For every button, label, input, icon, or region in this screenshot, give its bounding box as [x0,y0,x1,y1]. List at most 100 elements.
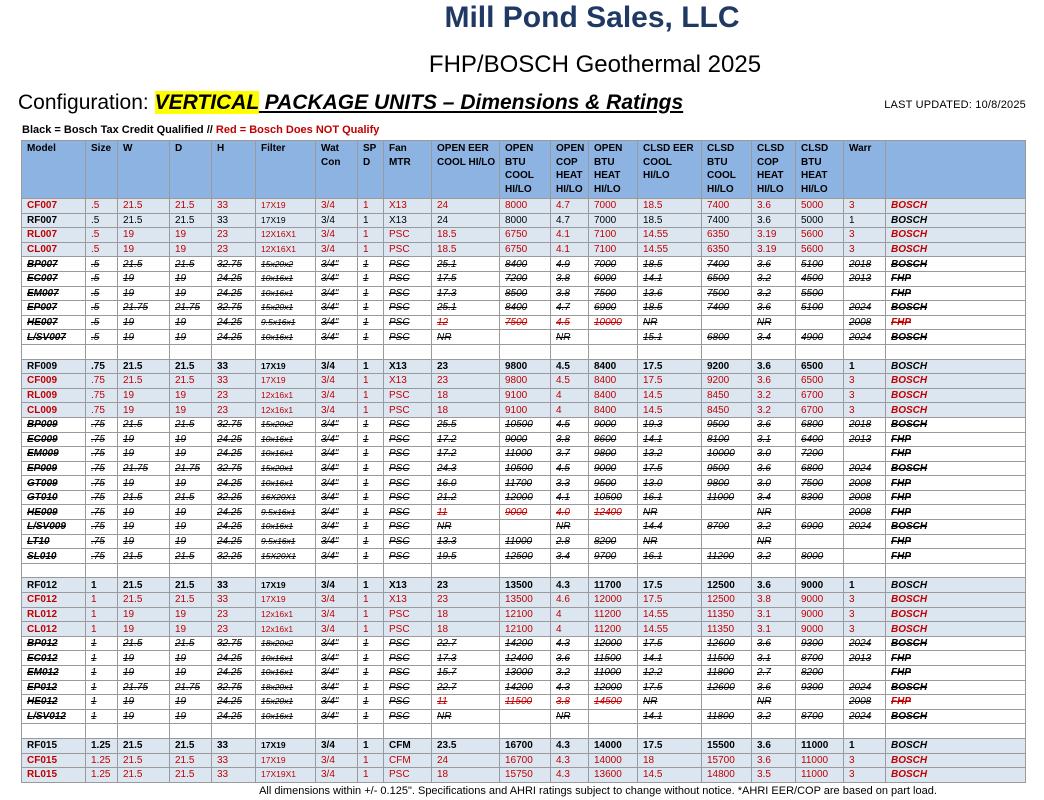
table-cell: 1 [357,460,384,477]
table-cell: 18.5 [637,300,702,316]
table-cell: 19 [169,387,212,404]
table-cell [843,446,886,462]
table-cell: 1 [85,650,118,666]
spacer-row [21,562,1026,579]
table-cell: 15.7 [431,665,500,681]
table-cell: 19 [117,650,170,666]
table-cell: 19 [169,650,212,666]
table-cell: PSC [383,300,432,316]
table-cell: 12000 [588,592,638,608]
table-cell [885,562,1026,579]
table-cell: PSC [383,446,432,462]
table-cell: BOSCH [885,387,1026,404]
table-cell: 21.5 [117,737,170,754]
table-cell [550,562,589,579]
table-cell: 3.6 [751,300,796,316]
table-cell: 3 [843,402,886,418]
table-cell: NR [637,314,702,331]
model-cell [21,723,86,739]
model-cell: CL007 [21,241,86,258]
table-cell: 8200 [795,665,844,681]
table-cell: 3/4" [315,489,358,506]
config-highlight: VERTICAL [154,91,259,114]
table-cell [499,519,551,535]
table-cell: 14.5 [637,402,702,418]
table-cell: 1 [85,708,118,725]
table-cell: PSC [383,270,432,287]
table-cell: 6800 [701,329,752,345]
table-row: SL010.75 21.5 21.5 32.25 15X20X1 3/4" 1 PSC 19.5… [21,548,1026,564]
table-cell: 3.8 [550,694,589,710]
column-header: SP D [357,140,384,199]
table-cell: 3.1 [751,621,796,637]
table-cell: 10x16x1 [255,708,316,725]
table-cell: BOSCH [885,621,1026,637]
table-cell: 14.4 [637,519,702,535]
table-cell: 24.25 [211,475,256,491]
table-cell: 8400 [499,256,551,272]
table-cell: 9000 [499,431,551,448]
model-cell: HE009 [21,504,86,521]
table-cell: 6700 [795,402,844,418]
table-cell: 14.55 [637,606,702,623]
table-cell: 19 [117,270,170,287]
table-cell: 19 [117,533,170,550]
table-cell: BOSCH [885,460,1026,477]
table-cell: 19.5 [431,548,500,564]
table-cell: 8700 [701,519,752,535]
table-cell: 8700 [795,650,844,666]
table-cell: 2018 [843,256,886,272]
table-cell: 21.5 [169,592,212,608]
model-cell: CF007 [21,198,86,214]
table-cell: 12x16x1 [255,606,316,623]
table-cell: .75 [85,358,118,375]
table-cell: 6400 [795,431,844,448]
table-cell: 11500 [701,650,752,666]
table-cell: 14.5 [637,387,702,404]
table-cell: 15x20x2 [255,256,316,272]
table-cell: 10x16x1 [255,285,316,302]
table-cell: BOSCH [885,708,1026,725]
table-cell: 4.3 [550,767,589,783]
table-cell: 1 [357,650,384,666]
table-cell: 8300 [795,489,844,506]
table-row: BP009.75 21.5 21.5 32.75 15x20x2 3/4" 1 PSC 25.5… [21,416,1026,433]
table-cell: 12X16X1 [255,241,316,258]
table-cell: 21.75 [117,679,170,696]
table-cell: 8600 [588,431,638,448]
table-cell: 1 [357,431,384,448]
table-cell: 21.5 [169,416,212,433]
table-cell: 10000 [588,314,638,331]
table-row: BP007.5 21.5 21.5 32.75 15x20x2 3/4" 1 PSC 25.1 8… [21,256,1026,272]
table-cell: 1 [357,241,384,258]
table-cell: 23 [431,358,500,375]
model-cell: CL012 [21,621,86,637]
table-row: EM007.5 19 19 24.25 10x16x1 3/4" 1 PSC 17.3 8500 3… [21,285,1026,302]
table-cell: 12x16x1 [255,402,316,418]
table-cell: BOSCH [885,402,1026,418]
table-cell: 18 [431,606,500,623]
table-cell: 11200 [701,548,752,564]
table-cell: X13 [383,198,432,214]
table-row: GT010.75 21.5 21.5 32.25 16X20X1 3/4" 1 PSC 21.2… [21,489,1026,506]
table-cell: 3 [843,227,886,243]
table-cell: PSC [383,708,432,725]
table-cell: 1 [85,679,118,696]
table-row: EM009.75 19 19 24.25 10x16x1 3/4" 1 PSC 17.2 1100… [21,446,1026,462]
table-cell: 3/4" [315,533,358,550]
table-cell: 32.75 [211,300,256,316]
table-cell: 10x16x1 [255,329,316,345]
table-cell: 1 [357,533,384,550]
table-cell: 12500 [701,592,752,608]
table-cell: 11800 [701,665,752,681]
table-cell: 11000 [588,665,638,681]
model-cell: RF012 [21,577,86,594]
table-row: GT009.75 19 19 24.25 10x16x1 3/4" 1 PSC 16.0 1170… [21,475,1026,491]
table-cell: 24.25 [211,270,256,287]
table-cell: 11000 [499,446,551,462]
table-cell: 3/4" [315,635,358,652]
table-cell: 11350 [701,621,752,637]
table-cell: 21.5 [117,635,170,652]
table-cell: 5500 [795,285,844,302]
table-cell: PSC [383,416,432,433]
